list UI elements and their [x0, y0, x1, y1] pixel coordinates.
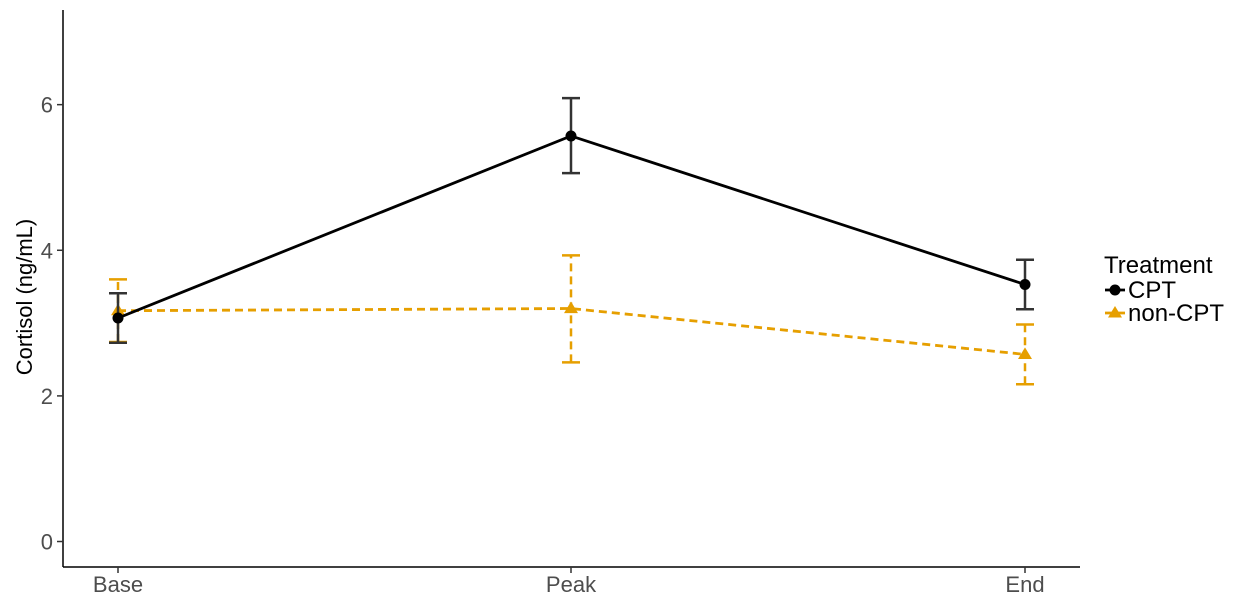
x-tick-label: End — [1005, 572, 1044, 597]
y-tick-label: 2 — [41, 384, 53, 409]
y-tick-label: 6 — [41, 93, 53, 118]
plot-area — [109, 96, 1034, 386]
x-tick-label: Base — [93, 572, 143, 597]
y-axis-ticks: 0 2 4 6 — [41, 93, 63, 555]
series-cpt — [109, 96, 1034, 344]
data-point — [565, 130, 577, 142]
y-axis-title: Cortisol (ng/mL) — [12, 219, 37, 375]
data-point — [1018, 347, 1032, 359]
series-line — [117, 307, 1026, 356]
legend-title: Treatment — [1104, 252, 1213, 279]
legend-label: CPT — [1128, 277, 1176, 304]
x-tick-label: Peak — [546, 572, 597, 597]
legend-label: non-CPT — [1128, 300, 1224, 327]
data-point — [1019, 278, 1031, 290]
data-point — [564, 301, 578, 314]
x-axis-ticks: Base Peak End — [93, 567, 1045, 597]
legend-key-marker — [1108, 306, 1122, 318]
axes: 0 2 4 6 Base Peak End Cortisol (ng/mL) — [12, 10, 1080, 597]
y-tick-label: 0 — [41, 530, 53, 555]
legend-item-non-cpt: non-CPT — [1105, 300, 1224, 327]
y-tick-label: 4 — [41, 238, 53, 263]
legend-item-cpt: CPT — [1105, 277, 1176, 304]
legend-key-marker — [1109, 284, 1121, 296]
series-non-cpt — [109, 254, 1034, 386]
data-point — [112, 312, 124, 324]
